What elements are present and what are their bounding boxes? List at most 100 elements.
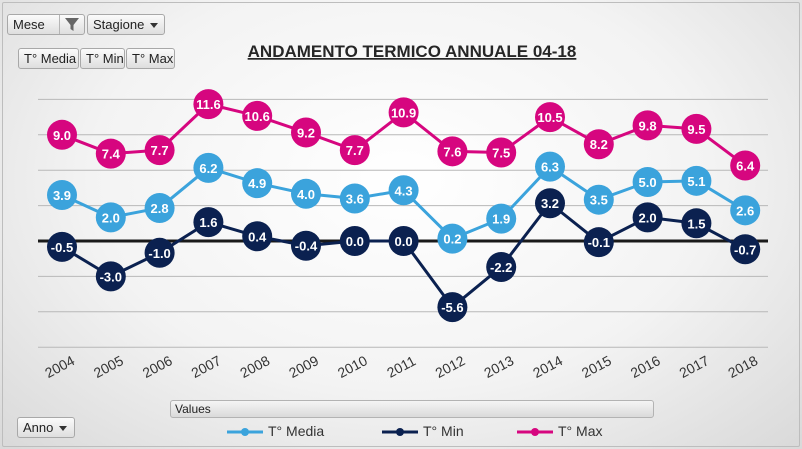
data-point-tmedia bbox=[730, 195, 761, 226]
x-tick-label: 2012 bbox=[433, 352, 468, 381]
data-label-tmin: -2.2 bbox=[490, 260, 512, 275]
data-point-tmedia bbox=[535, 151, 565, 182]
chevron-down-icon bbox=[150, 23, 159, 29]
data-point-tmedia bbox=[486, 203, 517, 234]
axis-anno-button[interactable]: Anno bbox=[17, 417, 75, 438]
data-point-tmin bbox=[535, 188, 565, 219]
data-label-tmedia: 4.9 bbox=[248, 176, 266, 191]
data-label-tmax: 10.9 bbox=[391, 105, 416, 120]
values-field-bar[interactable]: Values bbox=[170, 400, 654, 418]
data-label-tmax: 10.6 bbox=[245, 109, 270, 124]
filter-stagione-button[interactable]: Stagione bbox=[87, 14, 165, 35]
x-tick-label: 2004 bbox=[42, 352, 77, 381]
axis-anno-label: Anno bbox=[23, 420, 54, 435]
data-point-tmax bbox=[47, 119, 77, 150]
data-label-tmin: -1.0 bbox=[148, 246, 170, 261]
values-field-label: Values bbox=[175, 402, 211, 416]
data-label-tmin: -0.1 bbox=[588, 235, 610, 250]
data-label-tmax: 9.8 bbox=[639, 118, 657, 133]
data-label-tmedia: 1.9 bbox=[492, 212, 510, 227]
data-label-tmedia: 2.0 bbox=[102, 210, 120, 225]
data-point-tmedia bbox=[388, 175, 419, 206]
data-label-tmin: -5.6 bbox=[441, 300, 463, 315]
data-point-tmedia bbox=[583, 184, 614, 215]
data-label-tmin: 0.0 bbox=[395, 234, 413, 249]
data-label-tmedia: 4.3 bbox=[395, 183, 413, 198]
data-point-tmax bbox=[95, 138, 126, 169]
x-tick-label: 2007 bbox=[189, 352, 224, 381]
data-point-tmax bbox=[242, 100, 273, 131]
measure-media-label: T° Media bbox=[24, 51, 77, 66]
x-tick-label: 2015 bbox=[579, 352, 614, 381]
data-point-tmax bbox=[632, 110, 663, 141]
data-label-tmin: -3.0 bbox=[100, 269, 122, 284]
filter-stagione-label: Stagione bbox=[93, 17, 145, 32]
data-point-tmax bbox=[193, 89, 224, 120]
series-points: 9.0 7.4 7.7 11.6 10.6 9.2 7.7 10.9 7.6 7.5 10.5 8.2… bbox=[47, 89, 761, 323]
x-tick-label: 2013 bbox=[481, 352, 516, 381]
data-point-tmin bbox=[632, 202, 663, 233]
data-label-tmedia: 5.0 bbox=[639, 175, 657, 190]
legend-item-max: T° Max bbox=[516, 420, 603, 442]
data-label-tmax: 7.6 bbox=[443, 144, 461, 159]
data-point-tmin bbox=[583, 227, 614, 258]
data-label-tmedia: 3.9 bbox=[53, 188, 71, 203]
data-label-tmax: 10.5 bbox=[537, 110, 562, 125]
filter-mese-button[interactable]: Mese bbox=[7, 14, 85, 35]
data-point-tmax bbox=[730, 150, 761, 181]
x-tick-label: 2005 bbox=[91, 352, 126, 381]
legend-label-media: T° Media bbox=[268, 423, 325, 439]
data-label-tmedia: 2.6 bbox=[736, 203, 754, 218]
data-label-tmax: 7.7 bbox=[346, 143, 364, 158]
data-point-tmax bbox=[291, 117, 321, 148]
data-point-tmedia bbox=[632, 167, 663, 197]
data-label-tmedia: 6.2 bbox=[199, 161, 217, 176]
data-point-tmax bbox=[388, 97, 419, 128]
x-tick-label: 2011 bbox=[384, 352, 418, 380]
data-point-tmin bbox=[730, 234, 761, 265]
x-tick-label: 2010 bbox=[335, 352, 370, 381]
data-point-tmin bbox=[242, 221, 273, 252]
data-label-tmax: 11.6 bbox=[196, 97, 221, 112]
data-point-tmax bbox=[339, 135, 370, 166]
x-tick-label: 2018 bbox=[725, 352, 760, 381]
data-label-tmin: 3.2 bbox=[541, 196, 559, 211]
data-point-tmedia bbox=[95, 202, 126, 233]
data-label-tmin: 0.0 bbox=[346, 234, 364, 249]
data-point-tmin bbox=[291, 230, 321, 261]
filter-icon[interactable] bbox=[59, 15, 84, 34]
data-point-tmax bbox=[583, 129, 614, 160]
data-point-tmin bbox=[47, 231, 77, 262]
data-label-tmin: 0.4 bbox=[248, 229, 267, 244]
data-point-tmin bbox=[486, 251, 517, 282]
x-tick-label: 2016 bbox=[628, 352, 663, 381]
data-label-tmax: 9.5 bbox=[687, 122, 705, 137]
measure-max-button[interactable]: T° Max bbox=[126, 48, 175, 69]
data-point-tmin bbox=[144, 237, 175, 268]
data-label-tmax: 6.4 bbox=[736, 158, 755, 173]
data-label-tmin: -0.7 bbox=[734, 242, 756, 257]
data-label-tmax: 9.0 bbox=[53, 128, 71, 143]
data-label-tmedia: 5.1 bbox=[687, 174, 705, 189]
legend-label-max: T° Max bbox=[558, 423, 603, 439]
legend-label-min: T° Min bbox=[423, 423, 464, 439]
measure-min-label: T° Min bbox=[86, 51, 124, 66]
data-label-tmin: -0.4 bbox=[295, 239, 318, 254]
data-label-tmedia: 4.0 bbox=[297, 187, 315, 202]
data-point-tmin bbox=[339, 226, 370, 256]
data-point-tmedia bbox=[144, 192, 175, 223]
data-label-tmedia: 2.8 bbox=[151, 201, 169, 216]
data-point-tmedia bbox=[437, 223, 468, 254]
data-point-tmax bbox=[486, 137, 517, 168]
measure-media-button[interactable]: T° Media bbox=[18, 48, 79, 69]
data-point-tmax bbox=[437, 136, 468, 167]
measure-max-label: T° Max bbox=[132, 51, 174, 66]
data-label-tmax: 7.7 bbox=[151, 143, 169, 158]
data-label-tmin: 1.6 bbox=[199, 215, 217, 230]
x-tick-label: 2009 bbox=[286, 352, 321, 381]
chart-title: ANDAMENTO TERMICO ANNUALE 04-18 bbox=[248, 42, 577, 61]
data-point-tmedia bbox=[193, 152, 224, 183]
measure-min-button[interactable]: T° Min bbox=[80, 48, 125, 69]
legend-marker-min bbox=[382, 428, 418, 437]
